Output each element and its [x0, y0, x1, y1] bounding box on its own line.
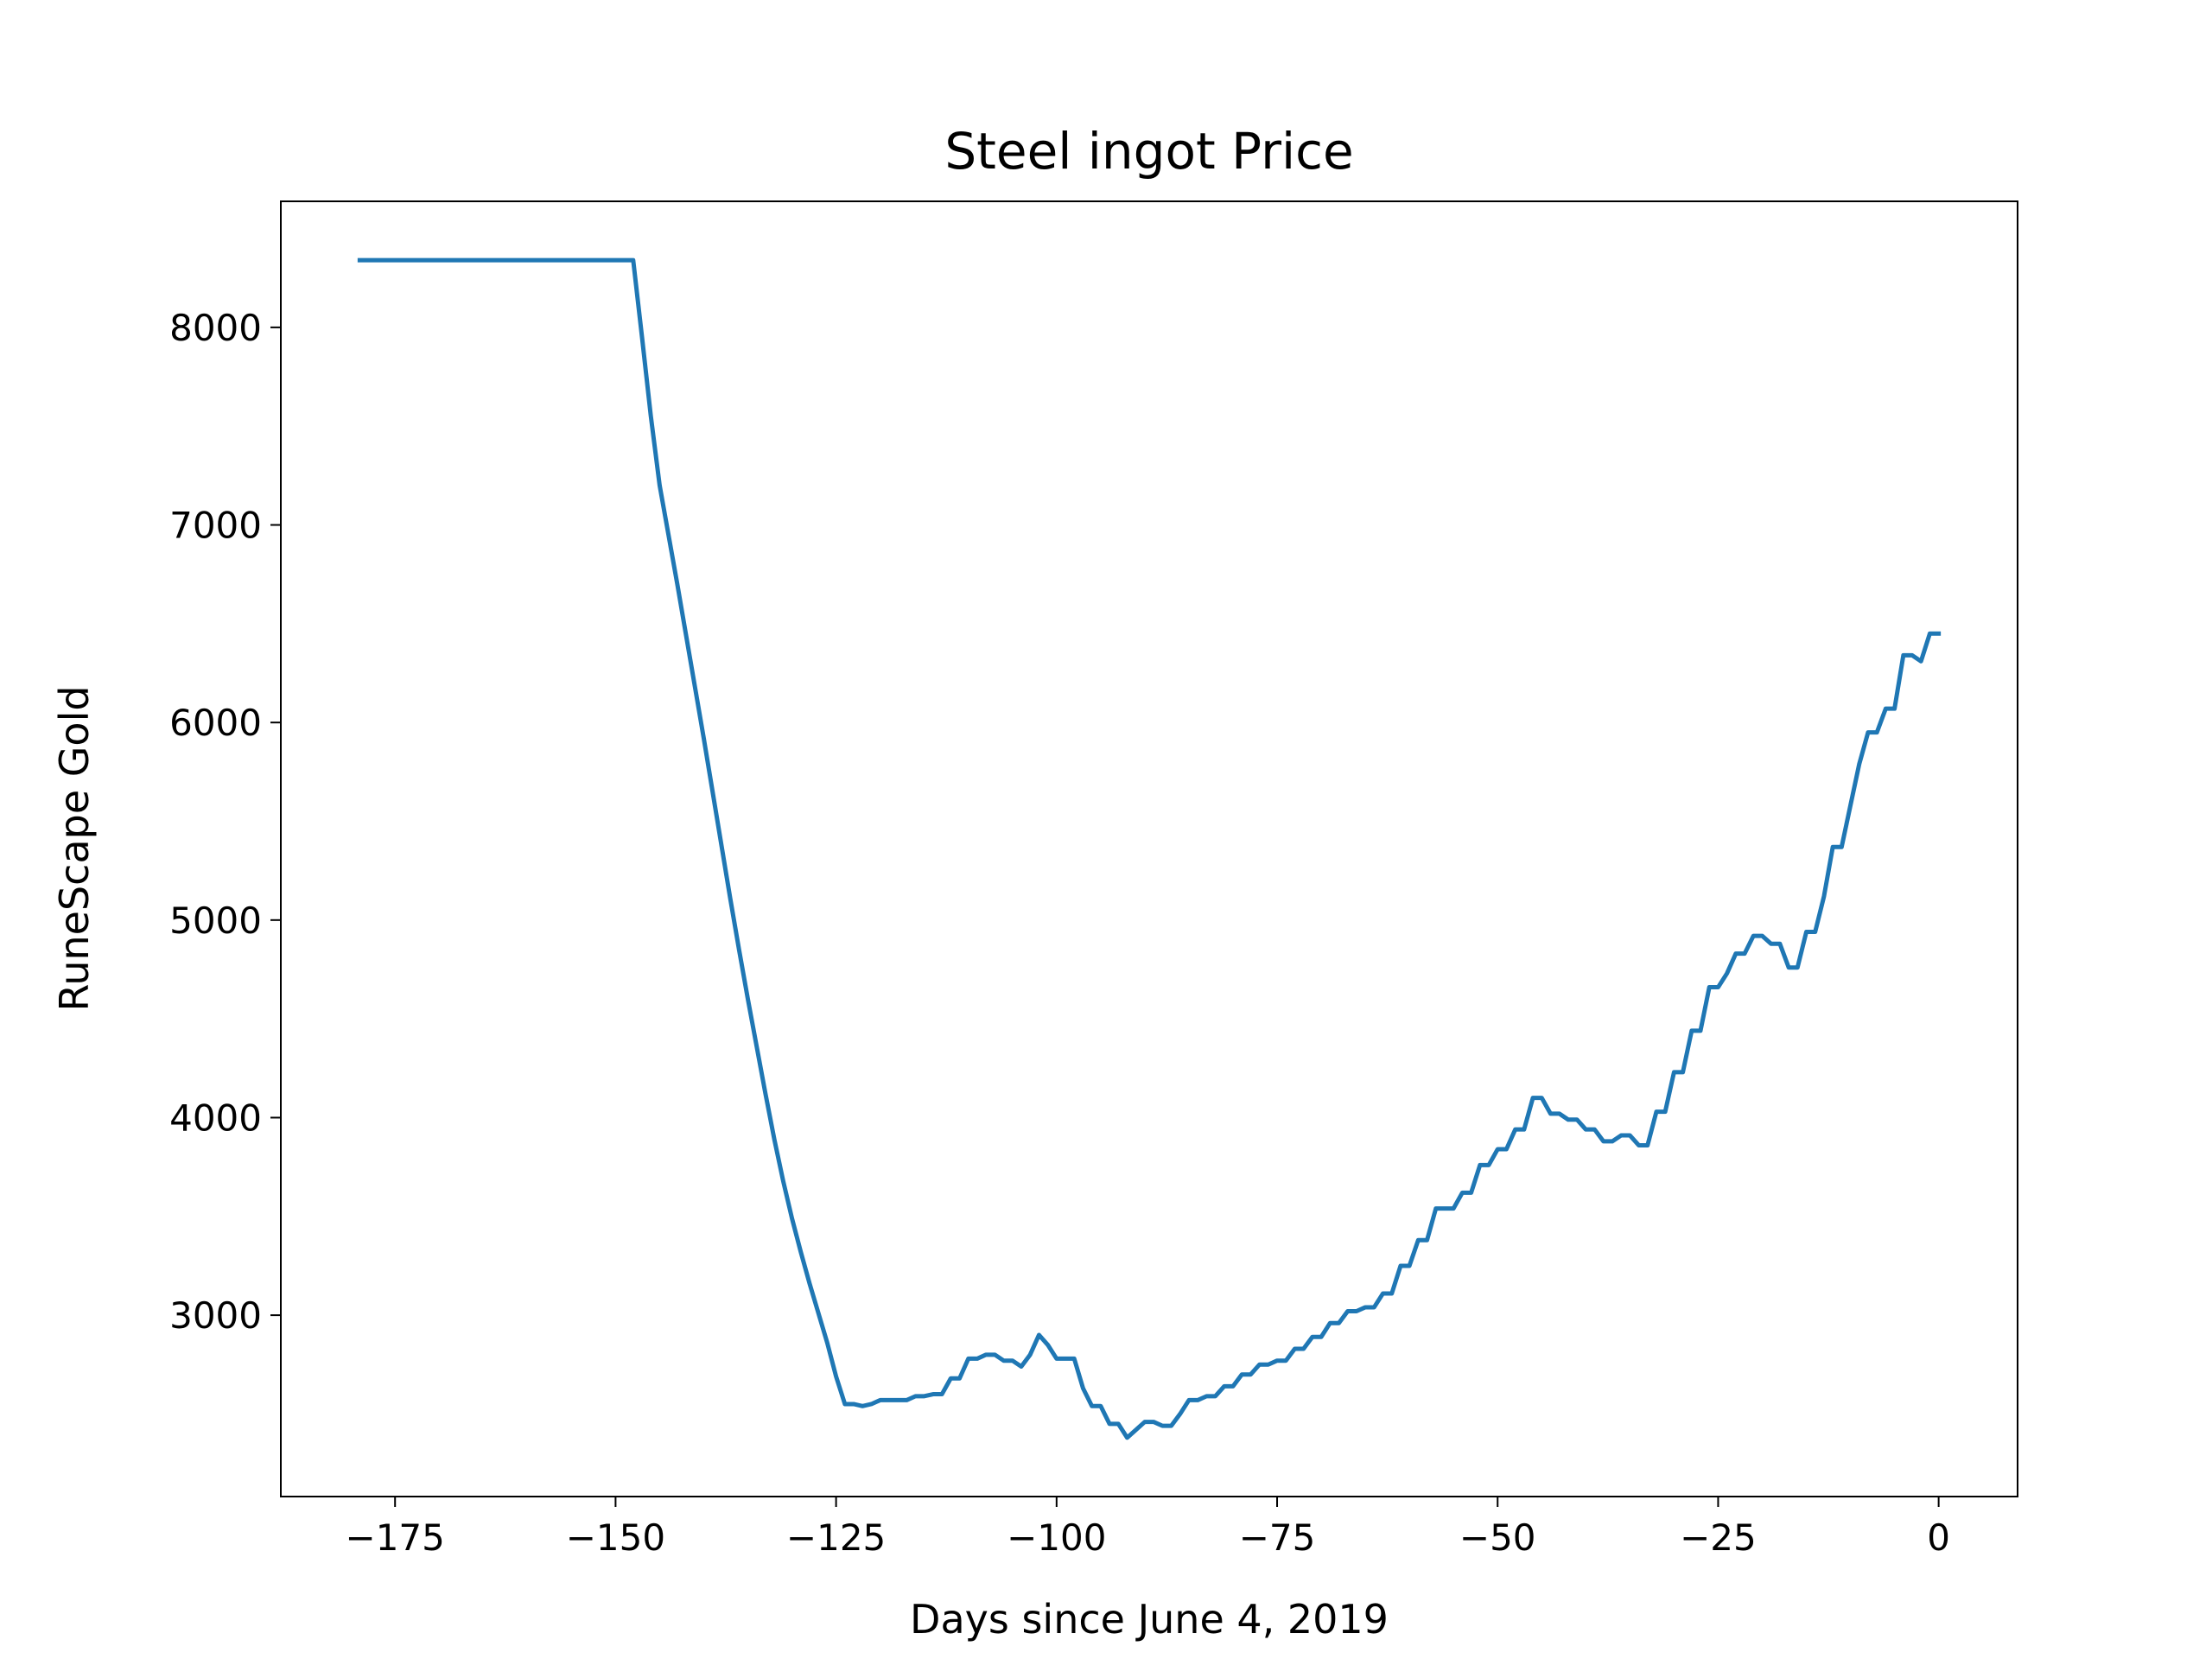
x-tick-label: −100 — [1007, 1516, 1106, 1559]
y-axis-label: RuneScape Gold — [51, 685, 98, 1011]
chart-title: Steel ingot Price — [944, 122, 1353, 181]
x-tick-label: −175 — [346, 1516, 445, 1559]
y-tick-label: 4000 — [169, 1096, 262, 1139]
x-tick-label: 0 — [1927, 1516, 1950, 1559]
data-line — [357, 257, 1942, 1440]
y-tick-label: 3000 — [169, 1294, 262, 1337]
y-tick-label: 6000 — [169, 702, 262, 744]
axes-frame — [280, 200, 2018, 1497]
y-tick-label: 7000 — [169, 505, 262, 547]
x-tick-label: −150 — [566, 1516, 665, 1559]
y-tick-label: 8000 — [169, 307, 262, 349]
x-axis-label: Days since June 4, 2019 — [910, 1596, 1389, 1643]
x-tick-label: −50 — [1459, 1516, 1536, 1559]
y-tick-label: 5000 — [169, 899, 262, 942]
x-tick-label: −75 — [1239, 1516, 1316, 1559]
x-tick-label: −25 — [1680, 1516, 1757, 1559]
x-tick-label: −125 — [786, 1516, 886, 1559]
